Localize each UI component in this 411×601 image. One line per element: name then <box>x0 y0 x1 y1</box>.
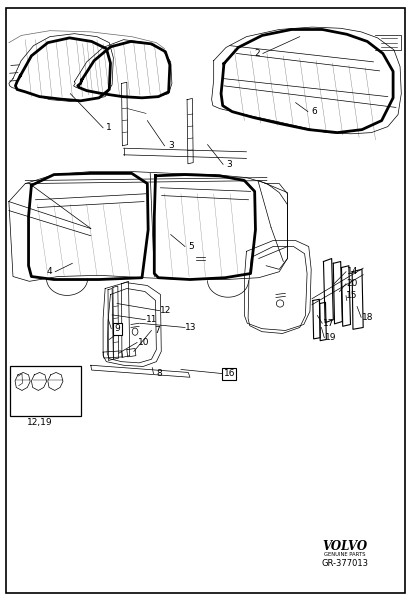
Text: 20: 20 <box>346 279 358 288</box>
Text: 13: 13 <box>185 323 197 332</box>
Text: 11: 11 <box>145 315 157 324</box>
Text: 8: 8 <box>157 369 162 378</box>
Text: 5: 5 <box>188 242 194 251</box>
Text: 18: 18 <box>362 313 373 322</box>
Text: 12: 12 <box>160 306 171 315</box>
Text: 12,19: 12,19 <box>27 418 53 427</box>
Text: 2: 2 <box>254 49 259 58</box>
Text: 9: 9 <box>115 324 120 333</box>
Text: 6: 6 <box>311 107 317 116</box>
Text: 3: 3 <box>226 160 232 169</box>
Text: 19: 19 <box>325 333 336 342</box>
Text: 7: 7 <box>155 326 160 335</box>
Text: 1: 1 <box>106 123 112 132</box>
Bar <box>10 367 81 416</box>
Text: GENUINE PARTS: GENUINE PARTS <box>324 552 365 557</box>
Text: 15: 15 <box>346 291 358 300</box>
Text: 10: 10 <box>138 338 149 347</box>
Text: 3: 3 <box>168 141 173 150</box>
Text: 17: 17 <box>323 319 334 328</box>
Text: 16: 16 <box>224 369 235 378</box>
Text: GR-377013: GR-377013 <box>321 559 368 567</box>
Text: 4: 4 <box>46 267 52 276</box>
Text: VOLVO: VOLVO <box>322 540 367 553</box>
Text: 14: 14 <box>346 267 358 276</box>
